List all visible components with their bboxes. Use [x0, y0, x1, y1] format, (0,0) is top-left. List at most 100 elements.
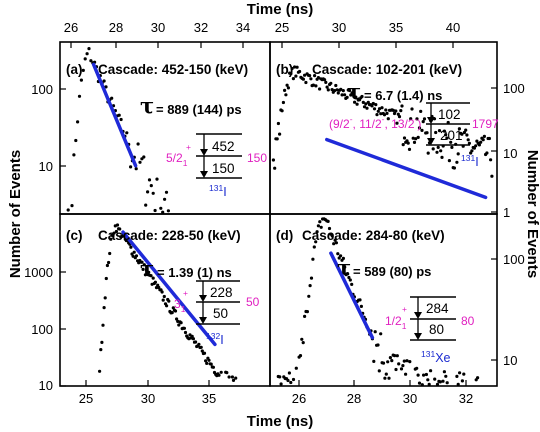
- data-point: [466, 138, 470, 142]
- data-point: [470, 149, 474, 153]
- ytick-d-10: 10: [503, 353, 517, 368]
- data-point: [339, 87, 343, 91]
- data-point: [442, 129, 446, 133]
- data-point: [199, 345, 203, 349]
- data-point: [465, 133, 469, 137]
- data-point: [458, 371, 462, 375]
- right-axis-title: Number of Events: [524, 150, 540, 278]
- data-point: [433, 377, 437, 381]
- data-point: [85, 52, 89, 56]
- data-point: [380, 106, 384, 110]
- data-point: [166, 209, 170, 213]
- level-energy-b: 1797: [472, 117, 499, 131]
- data-point: [385, 111, 389, 115]
- nucleus-d: 131Xe: [421, 349, 451, 365]
- data-point: [275, 137, 279, 141]
- tick-top-b-0: 25: [275, 20, 289, 35]
- data-point: [332, 242, 336, 246]
- data-point: [303, 314, 307, 318]
- data-point: [141, 267, 145, 271]
- data-point: [382, 113, 387, 117]
- data-point: [397, 362, 401, 366]
- top-left-ticks: 26 28 30 32 34: [64, 20, 250, 35]
- data-point: [377, 369, 381, 373]
- data-point: [298, 69, 302, 74]
- data-point: [417, 381, 422, 385]
- data-point: [308, 74, 312, 78]
- tick-bot-d-2: 30: [403, 391, 417, 406]
- level-d-284: 284: [426, 301, 449, 316]
- data-point: [408, 360, 412, 364]
- data-point: [345, 95, 349, 99]
- data-point: [415, 117, 419, 121]
- data-point: [132, 250, 136, 254]
- data-point: [386, 360, 390, 364]
- data-point: [173, 309, 178, 313]
- parity-d: +: [402, 304, 407, 314]
- data-point: [147, 270, 151, 274]
- data-point: [410, 107, 414, 111]
- data-point: [395, 121, 399, 125]
- data-point: [146, 190, 150, 194]
- data-point: [142, 263, 146, 267]
- fit-line: [91, 62, 138, 168]
- data-point: [333, 89, 337, 93]
- panel-a-data: [66, 47, 170, 214]
- panel-d-frame: [269, 213, 498, 387]
- data-point: [402, 136, 407, 140]
- data-point: [435, 150, 439, 154]
- data-point: [402, 359, 406, 363]
- data-point: [301, 341, 305, 345]
- data-point: [315, 230, 319, 234]
- data-point: [66, 208, 70, 212]
- data-point: [294, 74, 298, 78]
- data-point: [340, 93, 344, 97]
- data-point: [175, 317, 179, 321]
- data-point: [375, 113, 379, 117]
- data-point: [405, 359, 409, 363]
- data-point: [409, 117, 413, 121]
- data-point: [324, 80, 328, 84]
- data-point: [391, 108, 395, 112]
- data-point: [109, 237, 113, 241]
- data-point: [164, 190, 169, 194]
- ytick-c-100: 100: [31, 322, 53, 337]
- parity-a: +: [186, 142, 191, 152]
- data-point: [144, 203, 148, 207]
- spin-b: (9/2-, 11/2-, 13/2-): [329, 114, 421, 131]
- tick-bot-c-1: 30: [141, 391, 155, 406]
- data-point: [313, 74, 317, 78]
- parity-c: +: [183, 288, 188, 298]
- data-point: [140, 260, 144, 264]
- data-point: [327, 226, 332, 231]
- data-point: [183, 330, 188, 335]
- data-point: [134, 167, 138, 171]
- data-point: [339, 254, 343, 258]
- data-point: [376, 109, 380, 113]
- axis-ticks: [60, 42, 497, 387]
- data-point: [381, 361, 386, 365]
- data-point: [460, 132, 464, 136]
- tau-value-a: = 889 (144) ps: [156, 102, 242, 117]
- data-point: [361, 100, 365, 104]
- data-point: [117, 113, 121, 117]
- level-b-201: 201: [440, 128, 463, 143]
- data-point: [485, 151, 489, 155]
- data-point: [280, 109, 284, 113]
- data-point: [400, 104, 404, 108]
- level-c-228: 228: [210, 285, 233, 300]
- data-point: [312, 245, 316, 249]
- data-point: [401, 364, 405, 368]
- tick-top-a-3: 32: [194, 20, 208, 35]
- data-point: [422, 373, 426, 377]
- data-point: [419, 109, 423, 113]
- data-point: [154, 286, 159, 290]
- data-point: [279, 382, 283, 386]
- data-point: [291, 77, 295, 81]
- data-point: [204, 359, 208, 363]
- data-point: [114, 229, 118, 234]
- data-point: [365, 106, 369, 110]
- tau-value-b: = 6.7 (1.4) ns: [364, 88, 442, 103]
- data-point: [286, 86, 290, 90]
